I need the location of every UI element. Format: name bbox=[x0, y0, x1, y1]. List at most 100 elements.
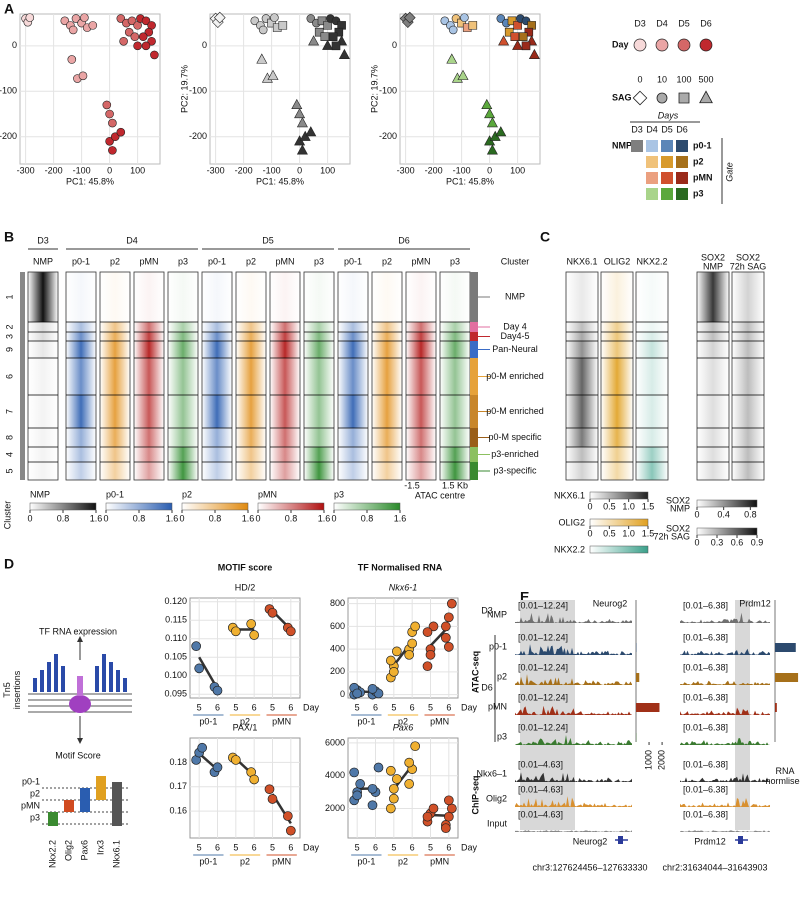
x-tick-label: 5 bbox=[391, 842, 396, 852]
x-tick-label: 5 bbox=[355, 702, 360, 712]
point bbox=[250, 775, 259, 784]
cluster-annotation: Day4-5 bbox=[500, 331, 529, 341]
colorbar-tick-label: 0.5 bbox=[603, 528, 616, 538]
plot-frame bbox=[348, 598, 458, 698]
heatmap-block bbox=[566, 272, 598, 322]
cluster-bar bbox=[470, 341, 478, 358]
point bbox=[405, 779, 414, 788]
heatmap-block bbox=[168, 462, 198, 480]
legend-swatch bbox=[634, 39, 646, 51]
point bbox=[131, 33, 139, 41]
group-label: p2 bbox=[398, 856, 408, 866]
heatmap-block bbox=[168, 272, 198, 322]
legend-label: 500 bbox=[698, 74, 713, 84]
track-signal bbox=[680, 681, 770, 685]
heatmap-block bbox=[28, 447, 58, 462]
track-range: [0.01–6.38] bbox=[683, 809, 728, 819]
x-tick-label: 6 bbox=[410, 702, 415, 712]
colorbar-tick-label: 0.8 bbox=[285, 513, 298, 523]
diagram-bar bbox=[47, 662, 51, 692]
legend-label: NMP bbox=[612, 140, 632, 150]
track-label: Nkx6–1 bbox=[476, 768, 507, 778]
track-signal bbox=[680, 708, 770, 715]
heatmap-block bbox=[270, 322, 300, 332]
colorbar bbox=[590, 492, 648, 499]
gene-exon bbox=[738, 836, 743, 844]
heatmap-block bbox=[732, 358, 764, 395]
point bbox=[449, 26, 457, 34]
x-tick-label: 6 bbox=[288, 702, 293, 712]
legend-swatch bbox=[656, 39, 668, 51]
heatmap-block bbox=[440, 447, 470, 462]
point bbox=[120, 37, 128, 45]
diagram-tf-bar bbox=[96, 776, 106, 800]
colorbar-tick-label: 0.3 bbox=[711, 537, 724, 547]
heatmap-block bbox=[270, 428, 300, 447]
heatmap-block bbox=[236, 332, 266, 341]
heatmap-block bbox=[28, 322, 58, 332]
heatmap-block bbox=[304, 272, 334, 322]
track-label: p3 bbox=[497, 731, 507, 741]
point bbox=[522, 42, 530, 50]
colorbar-tick-label: 0 bbox=[27, 513, 32, 523]
group-label: p0-1 bbox=[357, 716, 375, 726]
legend-label: D3 bbox=[634, 18, 646, 28]
heatmap-block bbox=[406, 272, 436, 322]
colorbar-label: NKX6.1 bbox=[554, 490, 585, 500]
point bbox=[108, 146, 116, 154]
column-group-header: D6 bbox=[398, 235, 410, 245]
point bbox=[423, 812, 432, 821]
legend-label: pMN bbox=[693, 172, 713, 182]
track-range: [0.01–4.63] bbox=[518, 759, 563, 769]
legend-label: D4 bbox=[656, 18, 668, 28]
cluster-bar bbox=[470, 322, 478, 332]
x-tick-label: 0 bbox=[107, 165, 112, 175]
colorbar-label: OLIG2 bbox=[558, 517, 585, 527]
heatmap-block bbox=[338, 462, 368, 480]
point bbox=[89, 21, 97, 29]
x-tick-label: 6 bbox=[446, 842, 451, 852]
cluster-label: Cluster bbox=[2, 501, 12, 530]
heatmap-block bbox=[406, 462, 436, 480]
track-range: [0.01–12.24] bbox=[518, 600, 568, 610]
heatmap-block bbox=[372, 322, 402, 332]
panel-label: A bbox=[4, 1, 14, 17]
colorbar-tick-label: 1.0 bbox=[622, 528, 635, 538]
y-axis-label: PC2: 19.7% bbox=[369, 65, 379, 113]
heatmap-block bbox=[202, 272, 232, 322]
heatmap-block bbox=[28, 272, 58, 322]
x-tick-label: 6 bbox=[288, 842, 293, 852]
heatmap-block bbox=[732, 428, 764, 447]
diagram-row-label: p0-1 bbox=[22, 776, 40, 786]
point bbox=[192, 642, 201, 651]
heatmap-block bbox=[168, 447, 198, 462]
point bbox=[389, 794, 398, 803]
x-tick-label: 1000 bbox=[643, 750, 653, 770]
legend-swatch bbox=[633, 91, 647, 105]
rna-bar bbox=[775, 703, 777, 712]
heatmap-block bbox=[202, 332, 232, 341]
heatmap-block bbox=[697, 395, 729, 428]
y-tick-label: 600 bbox=[330, 621, 345, 631]
heatmap-block bbox=[66, 341, 96, 358]
legend-swatch bbox=[646, 156, 658, 168]
heatmap-block bbox=[372, 358, 402, 395]
heatmap-block bbox=[440, 462, 470, 480]
legend-label: D6 bbox=[700, 18, 712, 28]
cluster-number: 6 bbox=[4, 374, 14, 379]
plot-title: PAX/1 bbox=[233, 722, 258, 732]
point bbox=[213, 686, 222, 695]
point bbox=[511, 33, 519, 41]
heatmap-block bbox=[270, 341, 300, 358]
colorbar bbox=[106, 503, 172, 510]
heatmap-block bbox=[406, 358, 436, 395]
track-range: [0.01–6.38] bbox=[683, 692, 728, 702]
y-tick-label: 0.110 bbox=[165, 633, 187, 643]
point bbox=[374, 763, 383, 772]
point bbox=[142, 42, 150, 50]
heatmap-block bbox=[406, 395, 436, 428]
heatmap-block bbox=[202, 428, 232, 447]
diagram-tf-label: Irx3 bbox=[95, 840, 105, 855]
heatmap-block bbox=[28, 341, 58, 358]
point bbox=[103, 101, 111, 109]
